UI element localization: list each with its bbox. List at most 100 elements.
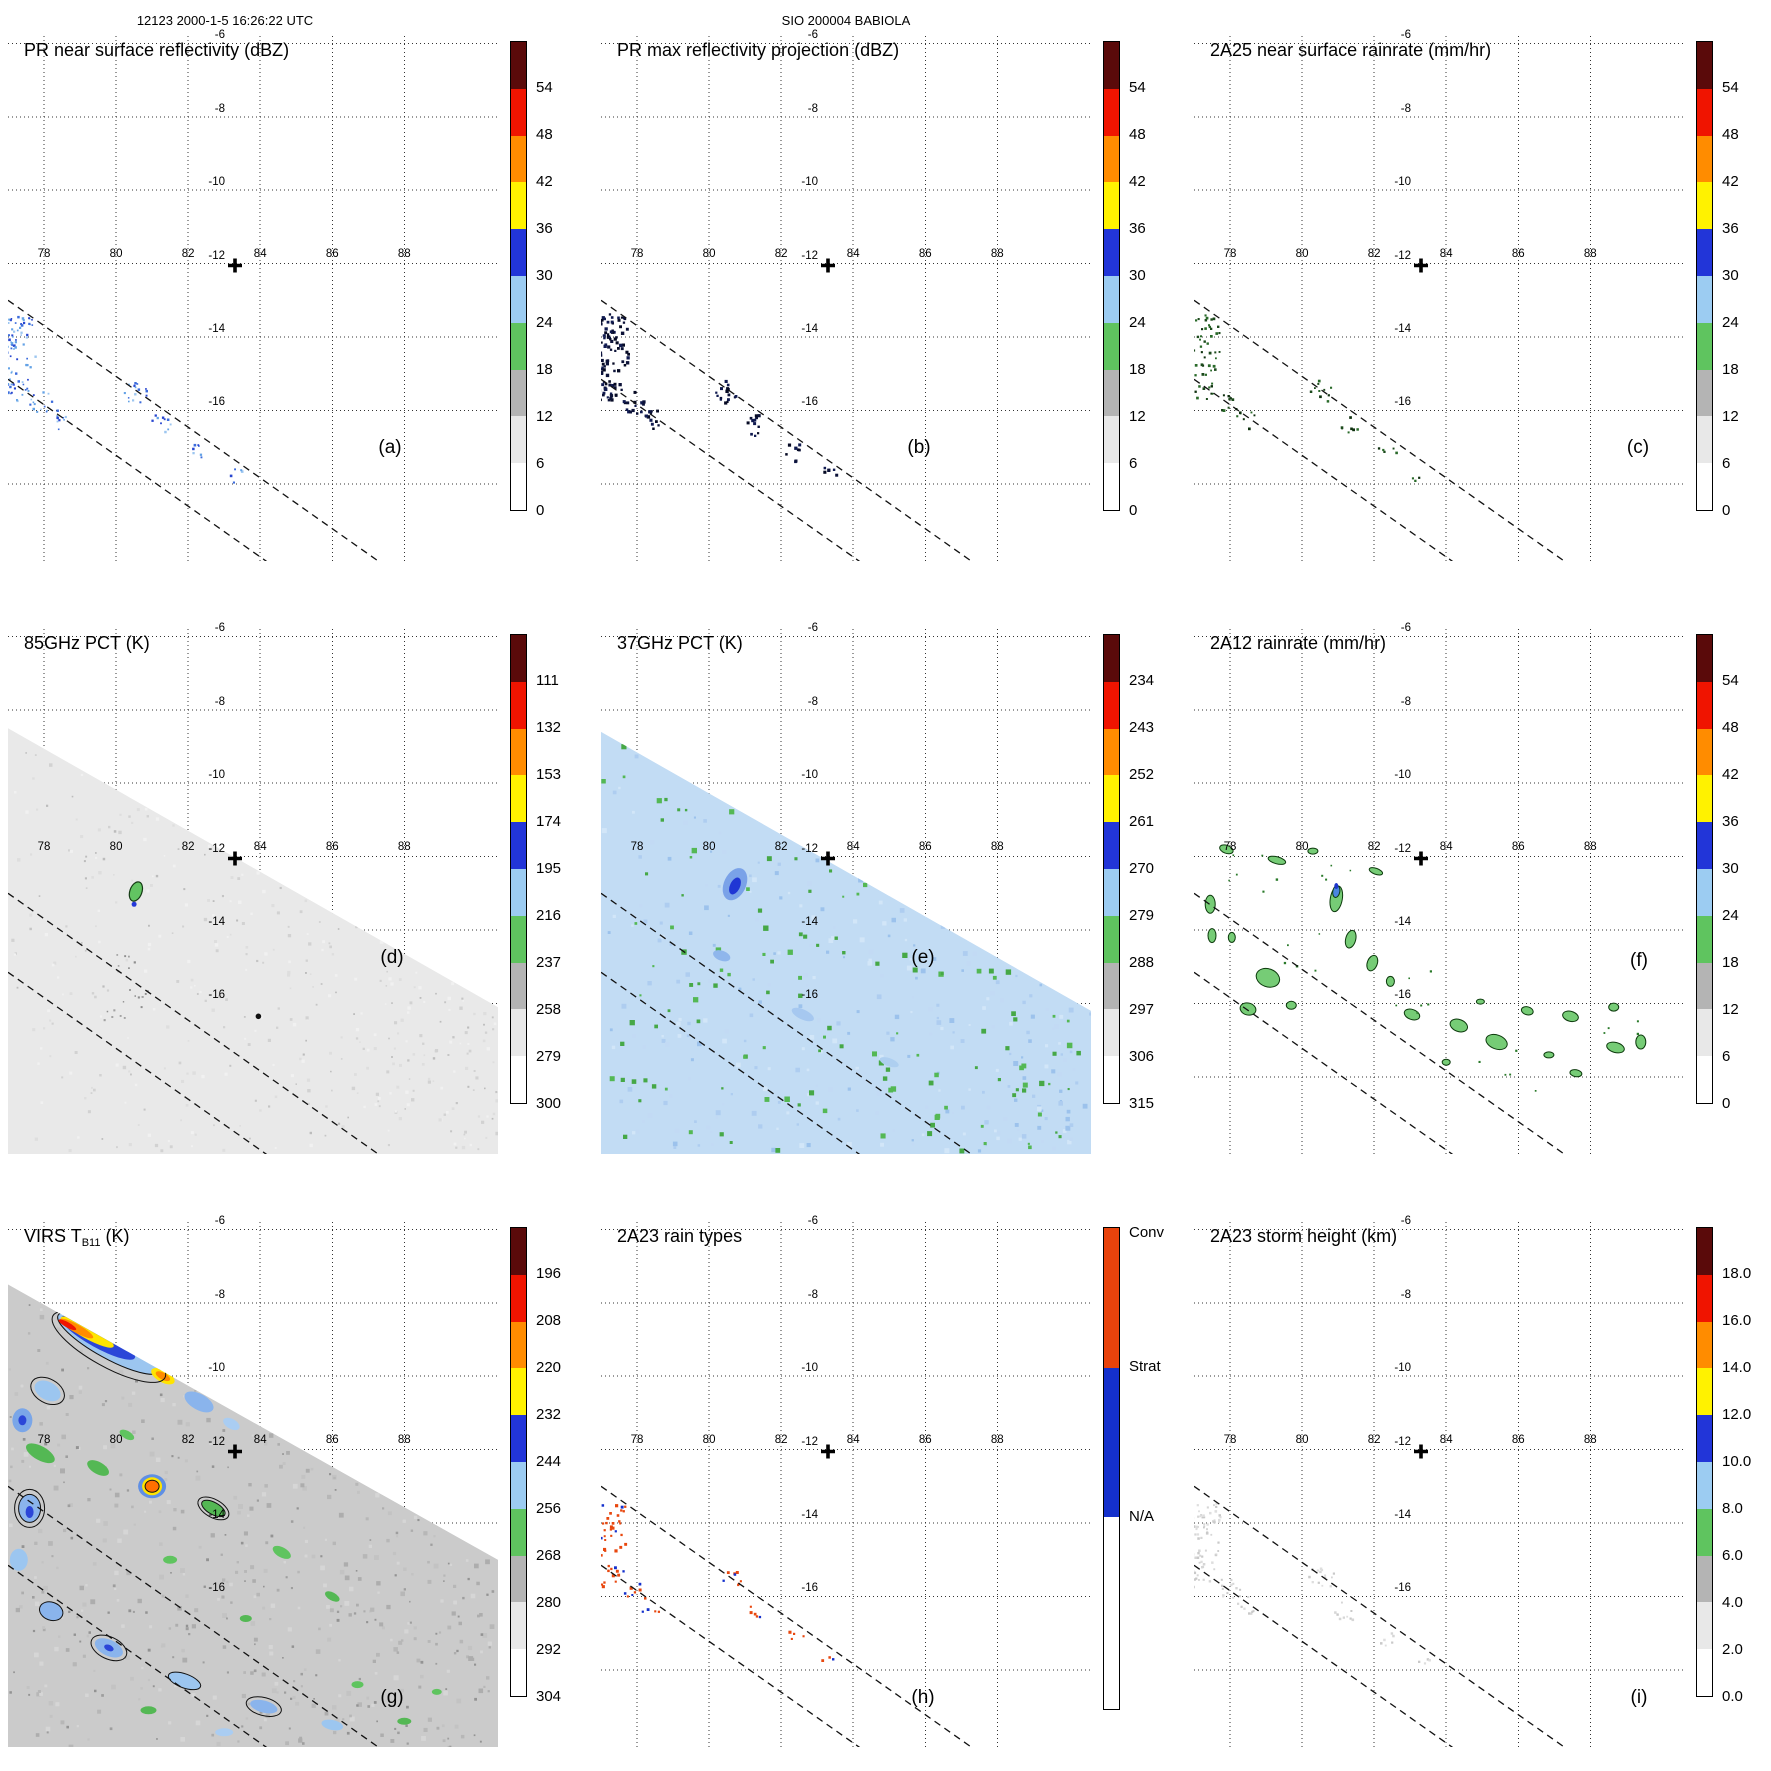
gridlines [8,36,498,561]
colorbar-tick-label: 6 [1722,455,1731,472]
colorbar-tick-label: 24 [1722,907,1739,924]
colorbar-tick-label: 6 [1129,455,1138,472]
colorbar-tick-label: 42 [1722,766,1739,783]
title-text: PR max reflectivity projection (dBZ) [617,40,900,60]
lat-tick-label: -14 [801,323,818,336]
storm-center-marker [821,258,835,273]
colorbar-tick-label: 14.0 [1722,1359,1752,1376]
lat-tick-label: -12 [1394,1435,1411,1448]
lat-tick-label: -14 [1394,323,1411,336]
colorbar-segment [1104,681,1119,729]
colorbar-segment [1104,1009,1119,1057]
swath-edge-lines [1194,1485,1566,1747]
colorbar-type-label: N/A [1129,1507,1155,1525]
lat-tick-label: -14 [1394,1509,1411,1522]
colorbar-segment [1104,88,1119,136]
colorbar-tick-label: 6 [536,455,545,472]
colorbar-segment [511,1508,526,1556]
colorbar-segment [511,635,526,682]
colorbar-segment [511,1321,526,1369]
colorbar-tick-label: 304 [536,1688,562,1705]
swath-edge-lines [8,1485,380,1747]
lon-tick-label: 86 [918,1433,932,1446]
lat-tick-label: -12 [801,1435,818,1448]
colorbar-segment [511,416,526,464]
lat-tick-label: -16 [208,1582,225,1595]
lat-tick-label: -8 [214,1288,225,1301]
lon-tick-label: 84 [1439,1433,1453,1446]
colorbar-segment [1697,463,1712,510]
title-text: 2A25 near surface rainrate (mm/hr) [1210,40,1492,60]
colorbar-segment [1697,182,1712,230]
title-text: VIRS T [24,1226,82,1246]
colorbar-tick-label: 18 [1129,361,1146,378]
colorbar-segment [1104,1056,1119,1103]
colorbar-tick-label: 54 [536,79,553,96]
colorbar-segment [511,681,526,729]
lon-tick-label: 80 [1295,840,1309,853]
lon-tick-label: 86 [325,840,339,853]
storm-center-marker [1414,851,1428,866]
colorbar-h [1103,1227,1120,1710]
colorbar-tick-label: 30 [1722,267,1739,284]
colorbar-tick-label: 0 [1722,502,1731,519]
colorbar-segment [1104,1516,1119,1709]
lat-tick-label: -12 [208,249,225,262]
colorbar-tick-label: 30 [1722,860,1739,877]
colorbar-segment [511,322,526,370]
lat-tick-label: -14 [208,916,225,929]
colorbar-segment [1697,681,1712,729]
colorbar-tick-label: 2.0 [1722,1641,1743,1658]
title-text: 37GHz PCT (K) [617,633,743,653]
colorbar-segment [1104,229,1119,276]
colorbar-tick-label: 8.0 [1722,1500,1743,1517]
colorbar-segment [1697,1415,1712,1462]
colorbar-g [510,1227,527,1697]
lon-tick-label: 88 [990,840,1004,853]
colorbar-segment [1697,728,1712,776]
colorbar-segment [1697,1508,1712,1556]
lon-tick-label: 86 [918,840,932,853]
map-h: (h) [601,1222,1091,1747]
panel-f: (f) 78 80 82 84 86 88 -6 -8 -10 -12 -14 -16 2A12 rain… [1194,622,1771,1189]
colorbar-segment [1697,775,1712,823]
colorbar-tick-label: 12 [1722,408,1739,425]
lat-tick-label: -10 [801,769,818,782]
colorbar-segment [1104,322,1119,370]
map-area-d: (d) 78 80 82 84 86 88 -6 -8 -10 -12 -14 -16 85GHz PCT… [8,622,498,1154]
lon-tick-label: 78 [630,247,644,260]
panel-d: (d) 78 80 82 84 86 88 -6 -8 -10 -12 -14 -16 85GHz PCT… [8,622,585,1189]
colorbar-b [1103,41,1120,511]
colorbar-tick-label: 6.0 [1722,1547,1743,1564]
colorbar-tick-label: 244 [536,1453,562,1470]
panel-letter: (g) [380,1687,403,1708]
colorbar-segment [511,728,526,776]
lon-tick-label: 82 [774,247,788,260]
colorbar-segment [1104,416,1119,464]
panel-g: (g) 78 80 82 84 86 88 -6 -8 -10 -12 -14 -16 VIRS TB11… [8,1215,585,1771]
colorbar-segment [511,229,526,276]
rain-cell-blobs-layer [1204,844,1647,1092]
colorbar-segment [511,369,526,417]
lat-tick-label: -10 [208,769,225,782]
colorbar-segment [1697,962,1712,1010]
lon-tick-label: 86 [918,247,932,260]
colorbar-tick-label: 30 [1129,267,1146,284]
colorbar-segment [1697,135,1712,183]
colorbar-tick-label: 4.0 [1722,1594,1743,1611]
lat-tick-label: -12 [801,249,818,262]
colorbar-tick-label: 18 [536,361,553,378]
colorbar-e [1103,634,1120,1104]
colorbar-tick-label: 0.0 [1722,1688,1743,1705]
lon-tick-label: 78 [630,840,644,853]
lon-tick-label: 80 [109,1433,123,1446]
storm-center-marker [821,1444,835,1459]
colorbar-segment [1697,1462,1712,1509]
colorbar-i [1696,1227,1713,1697]
map-area-a: (a) 78 80 82 84 86 88 -6 -8 -10 -12 -14 -16 PR near s… [8,29,498,561]
colorbar-tick-label: 42 [1722,173,1739,190]
gridlines [1194,1222,1684,1747]
panel-title-e: 37GHz PCT (K) [617,633,743,654]
colorbar-segment [511,135,526,183]
colorbar-tick-label: 36 [1722,813,1739,830]
